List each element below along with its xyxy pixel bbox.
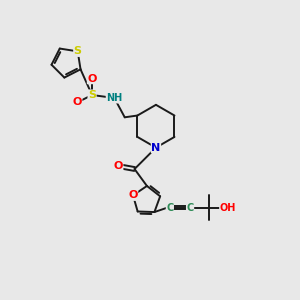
Text: NH: NH bbox=[106, 93, 122, 103]
Text: O: O bbox=[128, 190, 138, 200]
Text: S: S bbox=[74, 46, 82, 56]
Text: S: S bbox=[88, 90, 96, 100]
Text: N: N bbox=[151, 142, 160, 153]
Text: O: O bbox=[87, 74, 97, 84]
Text: OH: OH bbox=[220, 202, 236, 213]
Text: O: O bbox=[113, 161, 123, 171]
Text: C: C bbox=[166, 202, 173, 213]
Text: O: O bbox=[73, 98, 82, 107]
Text: C: C bbox=[187, 202, 194, 213]
